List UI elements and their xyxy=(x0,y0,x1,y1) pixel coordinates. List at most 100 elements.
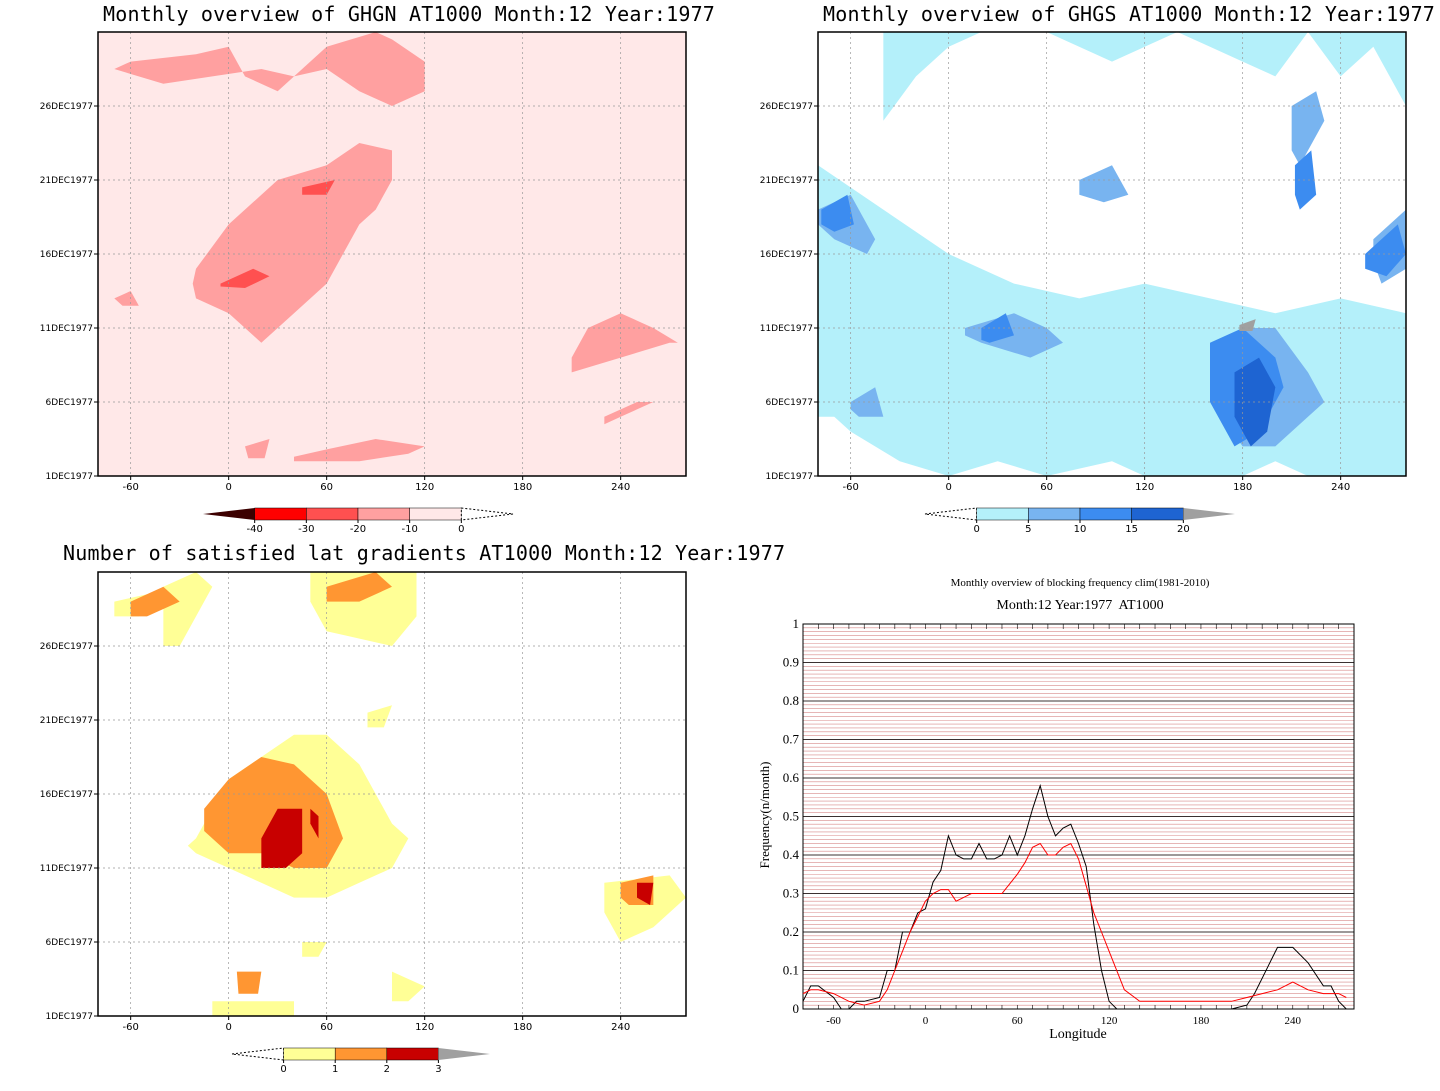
y-tick-label: 0 xyxy=(793,1001,800,1016)
x-tick-label: 240 xyxy=(611,482,630,493)
heatmap-patch xyxy=(130,586,180,617)
heatmap-patch xyxy=(114,32,425,106)
heatmap-patch xyxy=(326,572,392,602)
colorbar-segment xyxy=(1131,507,1184,521)
x-tick-label: 180 xyxy=(1193,1015,1210,1027)
colorbar-label: 3 xyxy=(435,1064,441,1075)
colorbar-label: -10 xyxy=(401,524,417,535)
colorbar-label: -30 xyxy=(298,524,314,535)
y-tick-label: 0.2 xyxy=(783,924,799,939)
y-tick-label: 1DEC1977 xyxy=(45,472,93,482)
x-tick-label: 120 xyxy=(1135,482,1154,493)
heatmap-patch xyxy=(392,971,425,1002)
y-tick-label: 21DEC1977 xyxy=(760,176,813,186)
y-tick-label: 0.8 xyxy=(783,693,799,708)
x-tick-label: 120 xyxy=(1101,1015,1118,1027)
series-line-observed xyxy=(802,783,1347,1010)
x-tick-label: 0 xyxy=(225,482,231,493)
colorbar-label: 5 xyxy=(1025,524,1031,535)
blocking-y-axis-label: Frequency(n/month) xyxy=(757,761,772,869)
colorbar-label: -20 xyxy=(350,524,366,535)
y-tick-label: 21DEC1977 xyxy=(40,716,93,726)
y-tick-label: 0.9 xyxy=(783,655,799,670)
ghgs-chart-title: Monthly overview of GHGS AT1000 Month:12… xyxy=(823,2,1436,26)
x-tick-label: -60 xyxy=(826,1015,841,1027)
colorbar-label: 0 xyxy=(280,1064,286,1075)
x-tick-label: 0 xyxy=(923,1015,929,1027)
heatmap-patch xyxy=(236,971,262,994)
colorbar-label: 20 xyxy=(1177,524,1190,535)
blocking-x-axis-label: Longitude xyxy=(1049,1027,1107,1042)
heatmap-patch xyxy=(192,143,392,343)
heatmap-patch xyxy=(245,439,270,459)
ghgn-chart-title: Monthly overview of GHGN AT1000 Month:12… xyxy=(103,2,716,26)
x-tick-label: 60 xyxy=(1012,1015,1024,1027)
heatmap-patch xyxy=(821,194,854,232)
colorbar-label: 10 xyxy=(1074,524,1087,535)
heatmap-patch xyxy=(818,365,851,417)
colorbar-segment xyxy=(409,507,462,521)
lat-gradients-chart-title: Number of satisfied lat gradients AT1000… xyxy=(63,541,786,565)
heatmap-patch xyxy=(204,757,343,868)
y-tick-label: 1DEC1977 xyxy=(45,1012,93,1022)
y-tick-label: 6DEC1977 xyxy=(45,938,93,948)
colorbar: 0 1 2 3 xyxy=(231,1047,490,1075)
heatmap-patch xyxy=(604,402,654,425)
heatmap-patch xyxy=(883,32,1406,121)
heatmap-patch xyxy=(163,572,213,646)
y-tick-label: 1DEC1977 xyxy=(765,472,813,482)
colorbar-label: 2 xyxy=(384,1064,390,1075)
y-tick-label: 26DEC1977 xyxy=(40,102,93,112)
x-tick-label: -60 xyxy=(122,482,138,493)
y-tick-label: 16DEC1977 xyxy=(760,250,813,260)
colorbar-label: 0 xyxy=(973,524,979,535)
x-tick-label: -60 xyxy=(122,1022,138,1033)
plot-frame xyxy=(802,623,1355,1010)
x-tick-label: 120 xyxy=(415,1022,434,1033)
colorbar-label: -40 xyxy=(246,524,262,535)
y-tick-label: 26DEC1977 xyxy=(40,642,93,652)
heatmap-patch xyxy=(981,313,1014,343)
y-tick-label: 11DEC1977 xyxy=(40,324,93,334)
heatmap-patch xyxy=(310,808,319,839)
colorbar-label: 1 xyxy=(332,1064,338,1075)
heatmap-patch xyxy=(1291,91,1325,166)
y-tick-label: 16DEC1977 xyxy=(40,790,93,800)
y-tick-label: 26DEC1977 xyxy=(760,102,813,112)
heatmap-patch xyxy=(637,882,654,905)
heatmap-patch xyxy=(1294,150,1317,210)
x-tick-label: 180 xyxy=(1233,482,1252,493)
x-tick-label: 120 xyxy=(415,482,434,493)
y-tick-label: 11DEC1977 xyxy=(760,324,813,334)
heatmap-patch xyxy=(1365,224,1406,277)
x-tick-label: 60 xyxy=(320,482,333,493)
y-tick-label: 0.1 xyxy=(783,963,799,978)
heatmap-patch xyxy=(367,705,392,728)
x-tick-label: 60 xyxy=(1040,482,1053,493)
y-tick-label: 6DEC1977 xyxy=(45,398,93,408)
heatmap-patch xyxy=(114,291,139,306)
y-tick-label: 0.7 xyxy=(783,732,800,747)
heatmap-patch xyxy=(261,808,303,868)
heatmap-patch xyxy=(302,942,327,957)
x-tick-label: 240 xyxy=(1331,482,1350,493)
colorbar-right-triangle xyxy=(460,507,514,521)
heatmap-patch xyxy=(220,268,270,289)
heatmap-patch xyxy=(1079,165,1129,203)
x-tick-label: 240 xyxy=(1285,1015,1302,1027)
heatmap-patch xyxy=(212,1001,294,1016)
blocking-chart-title: Monthly overview of blocking frequency c… xyxy=(950,577,1210,589)
y-tick-label: 0.4 xyxy=(783,847,800,862)
y-tick-label: 21DEC1977 xyxy=(40,176,93,186)
y-tick-label: 1 xyxy=(793,616,800,631)
y-tick-label: 0.3 xyxy=(783,886,799,901)
colorbar-left-triangle xyxy=(203,508,255,520)
x-tick-label: 60 xyxy=(320,1022,333,1033)
colorbar-left-triangle xyxy=(924,507,978,521)
colorbar-label: 15 xyxy=(1125,524,1138,535)
x-tick-label: 0 xyxy=(945,482,951,493)
colorbar: -40 -30 -20 -10 0 xyxy=(203,507,514,535)
